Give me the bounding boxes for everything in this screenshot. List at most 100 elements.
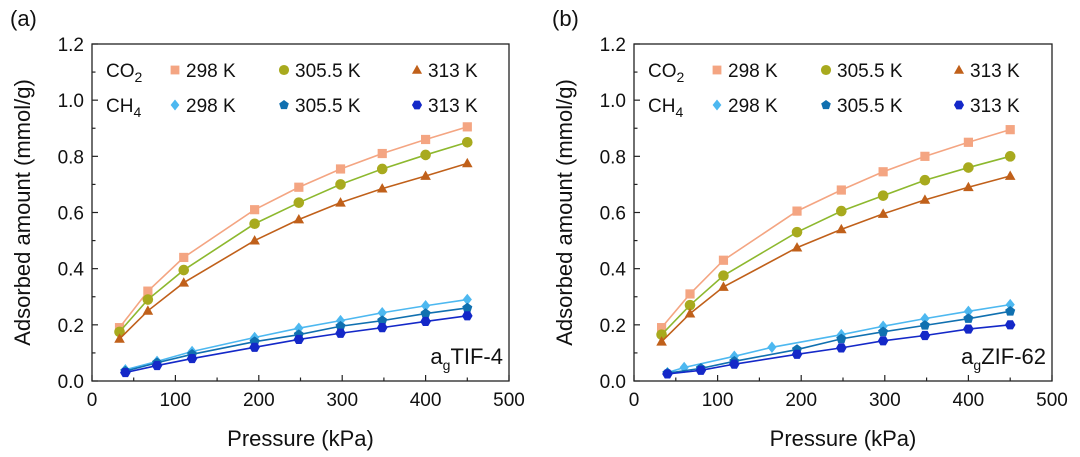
legend-entry-label: 305.5 K bbox=[295, 96, 361, 117]
data-point bbox=[462, 302, 473, 313]
data-point bbox=[729, 359, 740, 369]
y-tick-label: 0.0 bbox=[58, 372, 84, 393]
legend-marker bbox=[278, 64, 290, 76]
data-point bbox=[462, 293, 472, 306]
series-co2-313-k bbox=[114, 157, 473, 343]
data-point bbox=[377, 315, 388, 325]
data-point bbox=[836, 185, 846, 195]
legend-entry-label: 305.5 K bbox=[837, 96, 903, 117]
data-point bbox=[294, 182, 304, 192]
legend-marker bbox=[712, 65, 722, 75]
data-point bbox=[335, 328, 346, 338]
data-point bbox=[462, 311, 473, 321]
data-point bbox=[791, 242, 803, 252]
data-point bbox=[420, 170, 431, 180]
data-point bbox=[1005, 306, 1016, 316]
data-point bbox=[376, 323, 388, 333]
data-point bbox=[178, 264, 190, 276]
data-point bbox=[142, 305, 154, 315]
data-point bbox=[919, 194, 931, 204]
x-tick-label: 300 bbox=[869, 390, 901, 411]
data-point bbox=[695, 365, 707, 375]
series-co2-313-k bbox=[656, 170, 1016, 346]
data-point bbox=[963, 181, 974, 192]
legend-marker bbox=[953, 64, 965, 74]
data-point bbox=[963, 313, 974, 323]
data-point bbox=[919, 330, 931, 341]
data-point bbox=[120, 367, 131, 378]
data-point bbox=[836, 223, 847, 234]
data-point bbox=[462, 122, 472, 132]
series-line bbox=[660, 128, 1011, 329]
data-point bbox=[179, 252, 189, 263]
data-point bbox=[293, 214, 305, 224]
x-tick-label: 200 bbox=[243, 390, 275, 411]
series-ch4-313-k bbox=[120, 311, 473, 378]
data-point bbox=[178, 277, 190, 287]
sample-label: agTIF-4 bbox=[430, 344, 503, 373]
data-point bbox=[963, 137, 973, 147]
y-tick-label: 1.0 bbox=[58, 91, 84, 112]
panel-b: (b) 0 100 200 300 400 500 0.0 0.2 0.4 0.6 0.8 1.0 1.2… bbox=[552, 6, 1068, 451]
y-tick-label: 0.8 bbox=[600, 147, 626, 168]
legend-marker bbox=[820, 64, 832, 76]
x-tick-label: 400 bbox=[953, 390, 985, 411]
data-point bbox=[877, 208, 889, 218]
panel-a: (a) 0 100 200 300 400 500 0.0 0.2 0.4 0.6 0.8 1.0 1.2… bbox=[10, 6, 525, 451]
y-tick-label: 0.6 bbox=[600, 204, 626, 225]
data-point bbox=[421, 134, 431, 145]
series-line bbox=[661, 155, 1011, 336]
data-point bbox=[718, 255, 729, 265]
data-point bbox=[1004, 320, 1016, 330]
data-point bbox=[420, 308, 431, 318]
data-point bbox=[186, 353, 198, 364]
legend: CO2 298 K 305.5 K 313 K CH4 298 K 305.5 K 313 K bbox=[648, 61, 1020, 120]
legend-marker bbox=[279, 99, 289, 110]
data-point bbox=[335, 197, 346, 207]
legend-entry-label: 313 K bbox=[970, 96, 1020, 117]
data-point bbox=[836, 343, 847, 353]
data-point bbox=[963, 162, 974, 173]
data-point bbox=[963, 305, 973, 318]
x-tick-label: 0 bbox=[629, 390, 640, 411]
data-point bbox=[420, 149, 431, 161]
data-point bbox=[335, 320, 346, 331]
series-line bbox=[118, 126, 468, 329]
series-ch4-313-k bbox=[662, 320, 1016, 379]
legend-gas-label: CO2 bbox=[648, 61, 685, 85]
legend-gas-label: CH4 bbox=[648, 96, 683, 120]
y-tick-label: 1.2 bbox=[600, 35, 626, 56]
data-point bbox=[421, 299, 431, 312]
series-co2-298-k bbox=[656, 125, 1015, 333]
x-tick-label: 0 bbox=[87, 390, 98, 411]
legend-entry-label: 298 K bbox=[186, 61, 236, 82]
data-point bbox=[920, 151, 930, 161]
y-tick-label: 0.2 bbox=[58, 316, 84, 337]
legend-marker bbox=[712, 99, 722, 111]
legend-marker bbox=[170, 65, 180, 75]
data-point bbox=[792, 206, 802, 216]
data-point bbox=[143, 286, 153, 296]
data-point bbox=[250, 205, 260, 215]
y-tick-label: 0.4 bbox=[600, 260, 627, 281]
data-point bbox=[114, 326, 125, 338]
data-point bbox=[920, 312, 930, 325]
legend-gas-label: CH4 bbox=[106, 96, 141, 120]
data-point bbox=[114, 333, 125, 343]
y-tick-label: 0.0 bbox=[600, 372, 626, 393]
data-point bbox=[377, 307, 387, 319]
legend-gas-label: CO2 bbox=[106, 61, 143, 85]
data-point bbox=[1005, 298, 1015, 311]
data-point bbox=[791, 226, 803, 238]
x-tick-label: 400 bbox=[410, 390, 442, 411]
y-tick-label: 0.4 bbox=[58, 260, 85, 281]
legend: CO2 298 K 305.5 K 313 K CH4 298 K 305.5 K 313 K bbox=[106, 61, 478, 120]
data-point bbox=[249, 342, 260, 352]
x-tick-label: 500 bbox=[493, 390, 525, 411]
x-tick-label: 200 bbox=[785, 390, 817, 411]
y-tick-label: 1.0 bbox=[600, 91, 626, 112]
legend-entry-label: 298 K bbox=[728, 61, 778, 82]
data-point bbox=[1004, 170, 1016, 180]
series-co2-298-k bbox=[114, 122, 472, 333]
data-point bbox=[293, 197, 305, 208]
